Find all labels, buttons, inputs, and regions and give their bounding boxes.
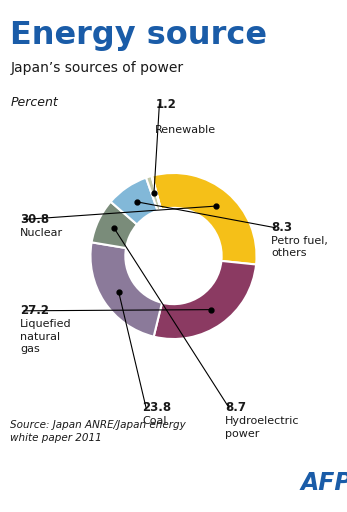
Text: 8.7: 8.7	[225, 401, 246, 414]
Wedge shape	[152, 173, 256, 265]
Text: Hydroelectric
power: Hydroelectric power	[225, 416, 299, 439]
Text: Coal: Coal	[142, 416, 167, 426]
Wedge shape	[111, 178, 158, 225]
Text: Percent: Percent	[10, 96, 58, 109]
Text: Liquefied
natural
gas: Liquefied natural gas	[20, 319, 71, 354]
Text: 8.3: 8.3	[271, 221, 293, 234]
Text: 30.8: 30.8	[20, 213, 49, 226]
Text: Energy source: Energy source	[10, 20, 268, 51]
Wedge shape	[92, 202, 137, 248]
Wedge shape	[91, 242, 162, 336]
Wedge shape	[154, 261, 256, 339]
Text: Petro fuel,
others: Petro fuel, others	[271, 236, 328, 259]
Text: 27.2: 27.2	[20, 304, 49, 317]
Text: Renewable: Renewable	[155, 112, 217, 135]
Text: 1.2: 1.2	[155, 98, 176, 111]
Text: Nuclear: Nuclear	[20, 228, 63, 238]
Text: AFP: AFP	[300, 471, 347, 495]
Wedge shape	[146, 176, 161, 210]
Text: Source: Japan ANRE/Japan energy
white paper 2011: Source: Japan ANRE/Japan energy white pa…	[10, 420, 186, 443]
Text: 23.8: 23.8	[142, 401, 171, 414]
Wedge shape	[152, 176, 161, 209]
Text: Japan’s sources of power: Japan’s sources of power	[10, 60, 184, 75]
